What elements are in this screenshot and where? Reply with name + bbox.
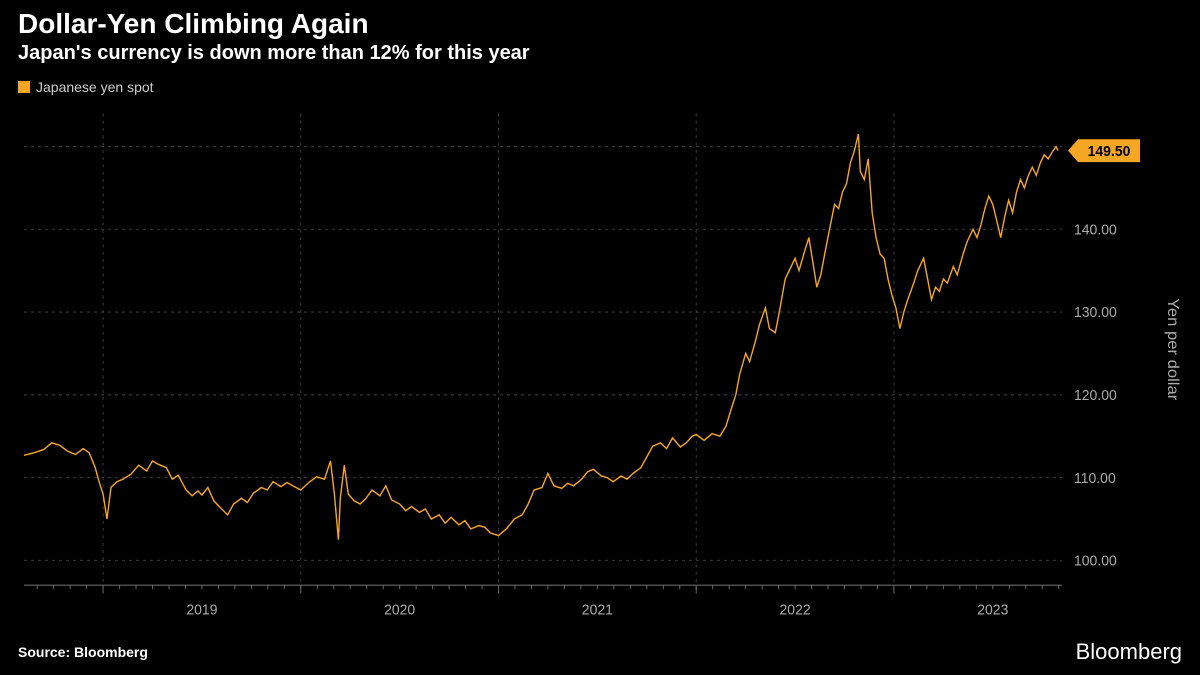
legend-swatch [18,81,30,93]
chart-subtitle: Japan's currency is down more than 12% f… [18,42,1182,65]
chart-header: Dollar-Yen Climbing Again Japan's curren… [0,0,1200,69]
chart-footer: Source: Bloomberg Bloomberg [0,633,1200,675]
svg-text:110.00: 110.00 [1074,471,1116,487]
chart-title: Dollar-Yen Climbing Again [18,8,1182,40]
source-label: Source: Bloomberg [18,644,148,660]
svg-text:130.00: 130.00 [1074,305,1117,321]
svg-text:Yen per dollar: Yen per dollar [1164,298,1182,400]
svg-text:2019: 2019 [186,602,217,618]
chart-plot-area: 100.00110.00120.00130.00140.00150.002019… [18,103,1182,633]
chart-legend: Japanese yen spot [0,69,1200,99]
svg-text:149.50: 149.50 [1088,144,1131,160]
brand-label: Bloomberg [1076,639,1182,665]
svg-text:2023: 2023 [977,602,1008,618]
svg-text:2021: 2021 [582,602,613,618]
legend-label: Japanese yen spot [36,79,154,95]
svg-text:140.00: 140.00 [1074,222,1117,238]
svg-text:2022: 2022 [780,602,811,618]
svg-text:120.00: 120.00 [1074,388,1117,404]
chart-svg: 100.00110.00120.00130.00140.00150.002019… [18,103,1182,633]
svg-text:2020: 2020 [384,602,415,618]
svg-text:100.00: 100.00 [1074,553,1117,569]
